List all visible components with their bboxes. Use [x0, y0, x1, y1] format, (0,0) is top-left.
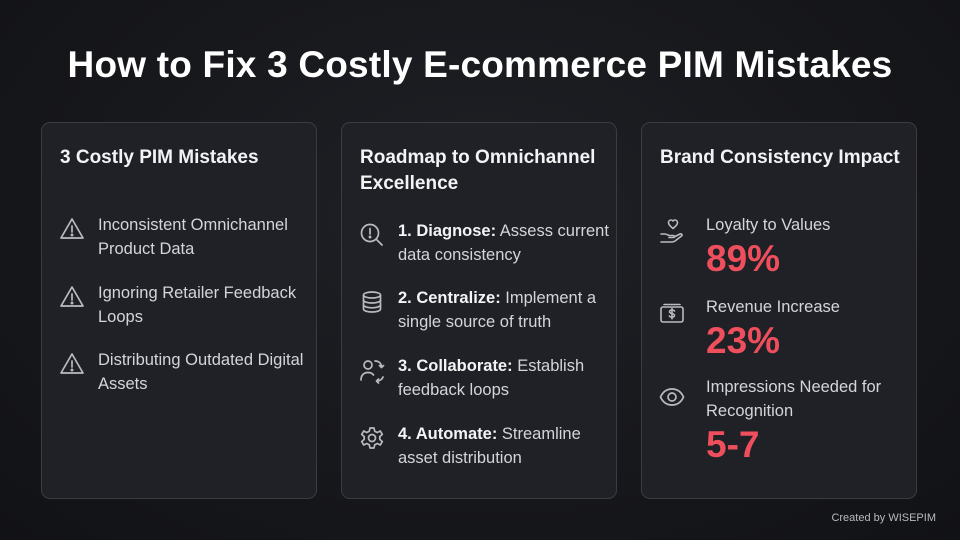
- roadmap-card: Roadmap to Omnichannel Excellence 1. Dia…: [341, 122, 617, 499]
- stat-label: Revenue Increase: [706, 298, 840, 316]
- database-icon: [358, 288, 386, 316]
- step-text: Assess current data consistency: [398, 222, 609, 264]
- step-text: Establish feedback loops: [398, 357, 585, 399]
- step-label: 4. Automate:: [398, 425, 498, 443]
- eye-icon: [658, 383, 686, 411]
- impact-card: Brand Consistency Impact Loyalty to Valu…: [641, 122, 917, 499]
- step-label: 2. Centralize:: [398, 289, 501, 307]
- warning-icon: [58, 283, 86, 311]
- mistake-text: Inconsistent Omnichannel Product Data: [98, 216, 288, 258]
- gear-icon: [358, 424, 386, 452]
- mistakes-card: 3 Costly PIM Mistakes Inconsistent Omnic…: [41, 122, 317, 499]
- warning-icon: [58, 215, 86, 243]
- mistake-text: Ignoring Retailer Feedback Loops: [98, 284, 297, 326]
- step-text: Implement a single source of truth: [398, 289, 597, 331]
- heart-hand-icon: [658, 217, 686, 245]
- step-label: 1. Diagnose:: [398, 222, 497, 240]
- users-sync-icon: [358, 356, 386, 384]
- page-title: How to Fix 3 Costly E-commerce PIM Mista…: [67, 44, 893, 85]
- step-label: 3. Collaborate:: [398, 357, 513, 375]
- footer-credit: Created by WISEPIM: [831, 512, 936, 524]
- mistakes-card-title: 3 Costly PIM Mistakes: [60, 147, 259, 168]
- search-alert-icon: [358, 221, 386, 249]
- stat-value: 23%: [706, 320, 781, 361]
- roadmap-card-title: Roadmap to Omnichannel Excellence: [360, 147, 596, 194]
- warning-icon: [58, 350, 86, 378]
- stat-label: Loyalty to Values: [706, 216, 831, 234]
- impact-card-title: Brand Consistency Impact: [660, 147, 900, 168]
- mistake-text: Distributing Outdated Digital Assets: [98, 351, 304, 393]
- stat-value: 5-7: [706, 424, 760, 465]
- step-text: Streamline asset distribution: [398, 425, 581, 467]
- stat-label: Impressions Needed for Recognition: [706, 378, 882, 420]
- stat-value: 89%: [706, 238, 781, 279]
- banknote-icon: [658, 300, 686, 328]
